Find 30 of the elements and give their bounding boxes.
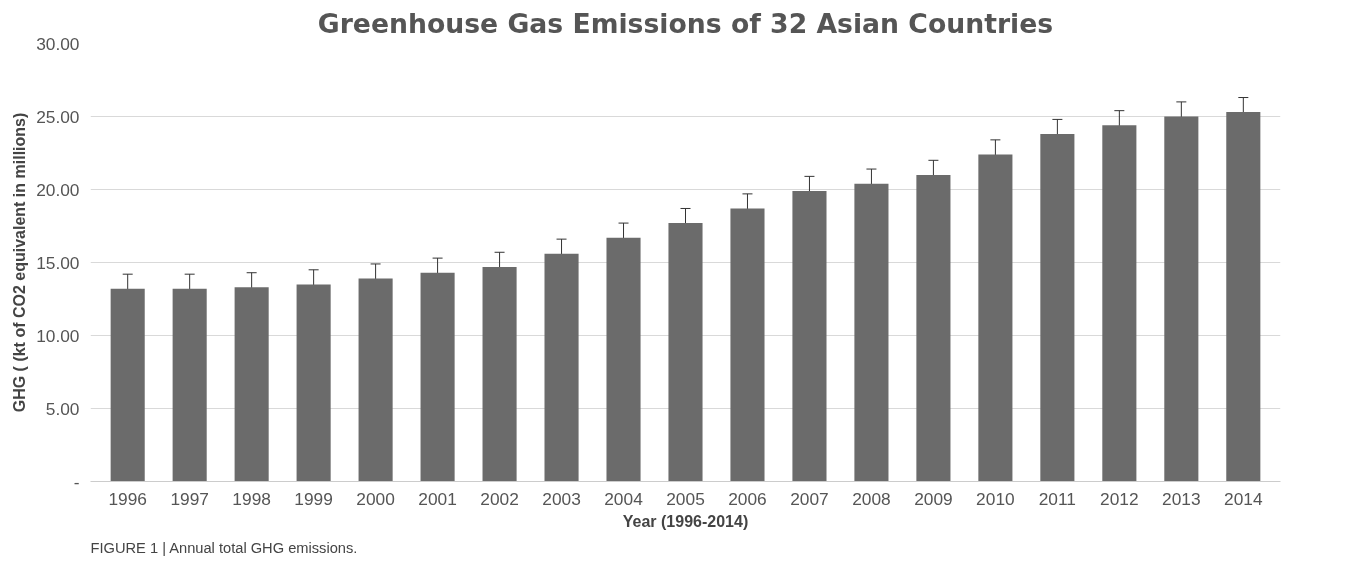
x-tick-label: 1997 [170,488,209,509]
x-tick-label: 2007 [790,488,829,509]
x-tick-label: 2008 [852,488,891,509]
x-tick-label: 2003 [542,488,581,509]
caption: FIGURE 1 | Annual total GHG emissions. [90,539,358,556]
y-tick-label: 5.00 [45,398,80,419]
x-tick-label: 2009 [914,488,953,509]
x-tick-label: 1998 [232,488,271,509]
x-tick-label: 2011 [1038,488,1077,509]
y-tick-label: 25.00 [36,106,80,127]
x-tick-label: 2006 [728,488,767,509]
chart-title: Greenhouse Gas Emissions of 32 Asian Countries [317,7,1054,39]
x-tick-label: 1999 [294,488,333,509]
x-tick-label: 2005 [666,488,705,509]
x-tick-label: 2000 [356,488,395,509]
x-tick-label: 2002 [480,488,519,509]
x-tick-label: 1996 [108,488,147,509]
x-axis-title: Year (1996-2014) [622,512,749,530]
y-tick-label: - [73,471,80,492]
x-tick-label: 2001 [418,488,457,509]
x-tick-label: 2014 [1224,488,1263,509]
x-tick-label: 2012 [1100,488,1139,509]
y-tick-label: 20.00 [36,179,80,200]
x-tick-label: 2013 [1162,488,1201,509]
y-axis-title: GHG ( (kt of CO2 equivalent in millions) [11,112,29,413]
y-tick-label: 10.00 [36,325,80,346]
y-tick-label: 15.00 [36,252,80,273]
x-tick-label: 2004 [604,488,644,509]
y-tick-label: 30.00 [36,33,80,54]
x-tick-label: 2010 [976,488,1015,509]
